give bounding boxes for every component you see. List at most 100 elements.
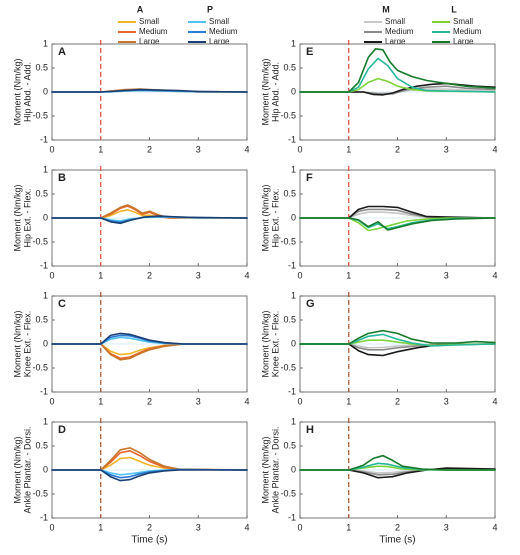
y-axis-label: Moment (Nm/kg) <box>260 310 270 377</box>
y-tick-label: 0 <box>291 212 296 222</box>
y-tick-label: 0 <box>291 86 296 96</box>
x-tick-label: 1 <box>346 522 351 532</box>
panel-g: -1 -0.5 0 0.5 1 0 1 2 3 4 G Moment (Nm/kg) Knee Ext.… <box>260 290 497 406</box>
panel-a: -1 -0.5 0 0.5 1 0 1 2 3 4 A Moment (Nm/kg) Hip Abd. … <box>12 38 249 154</box>
legend-header: P <box>207 4 213 14</box>
series-line-l-large <box>299 454 496 471</box>
x-tick-label: 4 <box>244 522 249 532</box>
x-tick-label: 0 <box>297 144 302 154</box>
legend-header: L <box>451 4 457 14</box>
x-axis-label: Time (s) <box>379 535 415 546</box>
y-tick-label: -0.5 <box>280 362 296 372</box>
panel-letter: G <box>306 298 315 310</box>
panel-letter: D <box>58 424 66 436</box>
x-tick-label: 0 <box>297 396 302 406</box>
x-tick-label: 1 <box>346 144 351 154</box>
y-tick-label: -1 <box>288 512 296 522</box>
x-tick-label: 3 <box>196 522 201 532</box>
y-axis-label: Knee Ext. - Flex. <box>270 311 280 378</box>
x-tick-label: 1 <box>98 522 103 532</box>
y-tick-label: 1 <box>291 164 296 174</box>
series-line-m-large <box>299 467 496 479</box>
y-tick-label: 1 <box>43 290 48 300</box>
panel-b: -1 -0.5 0 0.5 1 0 1 2 3 4 B Moment (Nm/kg) Hip Ext. … <box>12 164 249 280</box>
legend-label: Large <box>139 37 160 46</box>
y-tick-label: -0.5 <box>280 236 296 246</box>
x-tick-label: 2 <box>147 522 152 532</box>
x-tick-label: 2 <box>395 522 400 532</box>
legend-label: Large <box>385 37 406 46</box>
x-tick-label: 0 <box>297 270 302 280</box>
y-tick-label: 0.5 <box>35 62 48 72</box>
x-axis-label: Time (s) <box>131 535 167 546</box>
y-tick-label: 1 <box>43 164 48 174</box>
x-tick-label: 0 <box>297 522 302 532</box>
panel-letter: F <box>306 172 313 184</box>
x-tick-label: 1 <box>346 270 351 280</box>
panel-letter: H <box>306 424 314 436</box>
series-line-l-small <box>299 77 496 93</box>
x-tick-label: 1 <box>98 396 103 406</box>
series-line-p-large <box>51 88 248 93</box>
y-tick-label: 1 <box>291 416 296 426</box>
y-tick-label: -1 <box>40 260 48 270</box>
y-axis-label: Moment (Nm/kg) <box>12 310 22 377</box>
legend-label: Large <box>209 37 230 46</box>
legend-header: M <box>382 4 390 14</box>
y-tick-label: 1 <box>43 38 48 48</box>
legend-label: Small <box>209 17 229 26</box>
legend-label: Medium <box>139 27 168 36</box>
panel-letter: B <box>58 172 66 184</box>
y-tick-label: 0 <box>291 338 296 348</box>
series-line-a-large <box>51 447 248 471</box>
x-tick-label: 4 <box>492 270 497 280</box>
x-tick-label: 1 <box>346 396 351 406</box>
x-tick-label: 3 <box>444 270 449 280</box>
y-axis-label: Moment (Nm/kg) <box>260 184 270 251</box>
y-tick-label: -0.5 <box>32 110 48 120</box>
x-tick-label: 4 <box>244 144 249 154</box>
y-axis-label: Hip Abd. - Add. <box>22 62 32 122</box>
panel-h: -1 -0.5 0 0.5 1 0 1 2 3 4 H Moment (Nm/kg) Ankle Pla… <box>260 416 497 532</box>
legend-label: Small <box>139 17 159 26</box>
panel-e: -1 -0.5 0 0.5 1 0 1 2 3 4 E Moment (Nm/kg) Hip Abd. … <box>260 38 497 154</box>
y-tick-label: 0.5 <box>283 440 296 450</box>
y-tick-label: 0 <box>291 464 296 474</box>
series-line-l-large <box>299 47 496 93</box>
x-tick-label: 4 <box>492 396 497 406</box>
y-axis-label: Knee Ext. - Flex. <box>22 311 32 378</box>
y-axis-label: Ankle Plantar. - Dorsi. <box>270 426 280 513</box>
y-tick-label: 0.5 <box>283 62 296 72</box>
x-tick-label: 2 <box>395 270 400 280</box>
legend-label: Small <box>385 17 405 26</box>
y-tick-label: -0.5 <box>32 362 48 372</box>
y-tick-label: -0.5 <box>32 488 48 498</box>
y-tick-label: -1 <box>40 512 48 522</box>
y-tick-label: 0.5 <box>35 314 48 324</box>
x-tick-label: 0 <box>49 396 54 406</box>
y-axis-label: Moment (Nm/kg) <box>12 58 22 125</box>
legend-label: Medium <box>453 27 482 36</box>
y-axis-label: Hip Abd. - Add. <box>270 62 280 122</box>
x-tick-label: 0 <box>49 144 54 154</box>
y-axis-label: Moment (Nm/kg) <box>12 436 22 503</box>
y-tick-label: 0.5 <box>283 188 296 198</box>
series-line-p-large <box>51 469 248 482</box>
x-tick-label: 3 <box>444 396 449 406</box>
y-axis-label: Moment (Nm/kg) <box>260 58 270 125</box>
x-tick-label: 2 <box>147 396 152 406</box>
x-tick-label: 2 <box>147 144 152 154</box>
series-line-p-large <box>51 215 248 225</box>
y-tick-label: -0.5 <box>280 488 296 498</box>
y-tick-label: -0.5 <box>280 110 296 120</box>
x-tick-label: 2 <box>395 144 400 154</box>
x-tick-label: 0 <box>49 270 54 280</box>
y-tick-label: -1 <box>40 134 48 144</box>
x-tick-label: 3 <box>196 144 201 154</box>
y-tick-label: 1 <box>43 416 48 426</box>
y-tick-label: 0 <box>43 338 48 348</box>
y-tick-label: 0 <box>43 86 48 96</box>
y-tick-label: 1 <box>291 38 296 48</box>
